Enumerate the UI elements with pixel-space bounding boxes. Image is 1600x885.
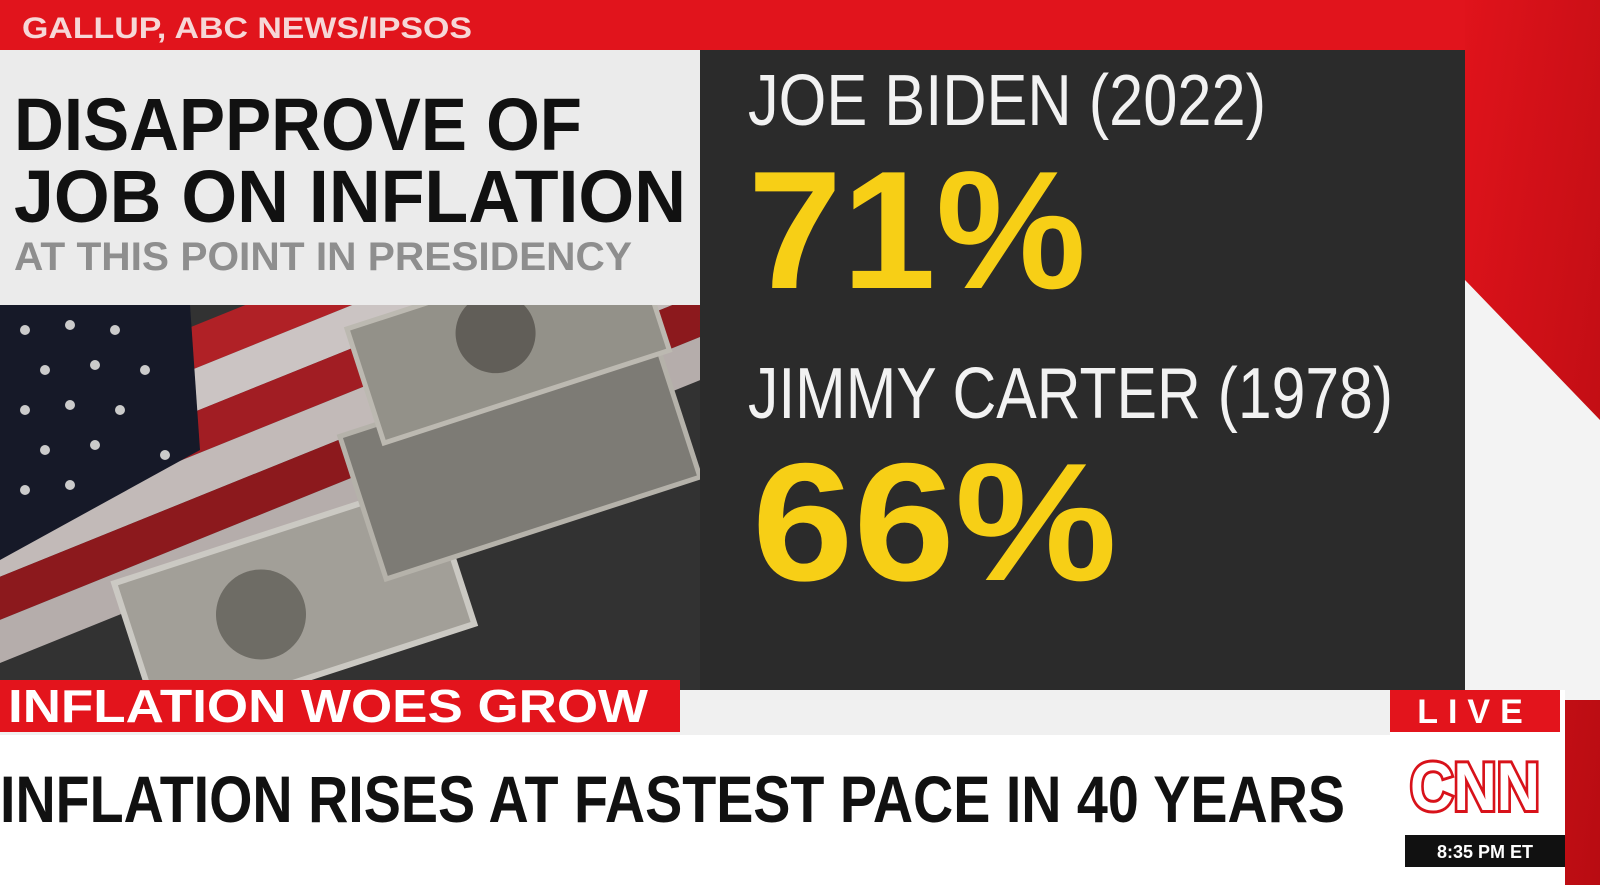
result-value: 66% — [752, 428, 1117, 616]
headline-line: DISAPPROVE OF — [14, 83, 582, 166]
flag-money-image — [0, 305, 700, 690]
headline-panel — [0, 50, 700, 305]
live-label: LIVE — [1417, 693, 1533, 731]
result-label: JIMMY CARTER (1978) — [748, 354, 1393, 434]
time-label: 8:35 PM ET — [1437, 842, 1533, 862]
source-bar — [0, 0, 1465, 50]
result-value: 71% — [748, 136, 1086, 324]
time-bg — [1405, 835, 1565, 867]
ticker-headline: INFLATION RISES AT FASTEST PACE IN 40 YE… — [0, 762, 1345, 836]
network-logo: CNN — [1410, 749, 1540, 825]
headline-banner — [0, 735, 1390, 885]
headline-subtitle: AT THIS POINT IN PRESIDENCY — [14, 235, 632, 279]
ticker-tag: INFLATION WOES GROW — [8, 680, 649, 732]
source-text: GALLUP, ABC NEWS/IPSOS — [22, 12, 472, 45]
results-panel — [700, 50, 1465, 690]
ticker-tag-bg — [0, 680, 680, 732]
result-label: JOE BIDEN (2022) — [748, 61, 1266, 141]
side-light — [1465, 280, 1600, 700]
live-bg — [1390, 690, 1560, 732]
headline-line: JOB ON INFLATION — [14, 155, 686, 238]
